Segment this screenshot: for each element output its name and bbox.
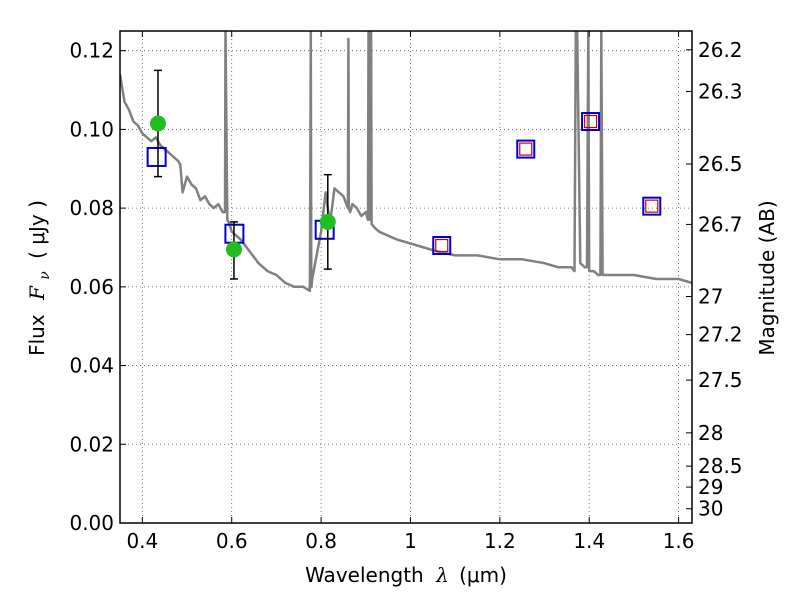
model-point-optical xyxy=(146,146,167,167)
observed-point xyxy=(225,241,242,258)
y2-tick-label: 27 xyxy=(698,285,723,309)
x-tick-label: 1 xyxy=(404,529,417,553)
observed-point xyxy=(149,115,166,132)
model-point-ir-outer xyxy=(642,196,662,216)
x-tick-label: 0.6 xyxy=(216,529,248,553)
observed-point xyxy=(319,213,336,230)
ticks-layer: 0.4 0.6 0.8 1 1.2 1.4 1.6 0.00 0.02 0.04 0.06 0.08 0… xyxy=(69,31,743,553)
y2-tick-label: 26.3 xyxy=(698,79,743,103)
plot-area xyxy=(120,31,692,293)
y2-tick-label: 27.5 xyxy=(698,368,743,392)
x-tick-label: 1.6 xyxy=(663,529,695,553)
x-tick-label: 1.2 xyxy=(484,529,516,553)
model-point-ir-outer xyxy=(581,112,601,132)
model-sed-line xyxy=(120,31,692,293)
y-tick-label: 0.12 xyxy=(69,39,114,63)
y-axis-label-subscript: ν xyxy=(37,271,53,280)
model-point-ir-outer xyxy=(516,139,536,159)
model-point-ir-inner xyxy=(583,114,598,129)
y-tick-label: 0.00 xyxy=(69,511,114,535)
y2-axis-label: Magnitude (AB) xyxy=(755,200,779,355)
y-tick-label: 0.04 xyxy=(69,354,114,378)
y-tick-label: 0.02 xyxy=(69,432,114,456)
y-axis-label-units: ( μJy ) xyxy=(25,200,49,259)
grid-lines xyxy=(120,31,692,523)
model-point-ir-inner xyxy=(645,199,659,213)
y-tick-label: 0.08 xyxy=(69,196,114,220)
y2-tick-label: 26.5 xyxy=(698,152,743,176)
y2-tick-label: 28.5 xyxy=(698,454,743,478)
x-tick-label: 0.4 xyxy=(126,529,158,553)
y-tick-label: 0.10 xyxy=(69,117,114,141)
plot-frame xyxy=(119,30,693,524)
x-tick-label: 1.4 xyxy=(573,529,605,553)
y-axis-label-symbol: F xyxy=(25,285,49,301)
model-point-ir-inner xyxy=(435,238,449,253)
y2-tick-label: 30 xyxy=(698,497,723,521)
y2-tick-label: 28 xyxy=(698,421,723,445)
model-point-ir-inner xyxy=(519,142,533,156)
x-tick-label: 0.8 xyxy=(305,529,337,553)
y2-tick-label: 26.7 xyxy=(698,212,743,236)
y2-tick-label: 29 xyxy=(698,475,723,499)
x-axis-label-symbol: λ xyxy=(435,563,449,587)
y-axis-label-prefix: Flux xyxy=(25,314,49,356)
x-axis-label-units: (μm) xyxy=(459,563,507,587)
markers-layer xyxy=(146,69,662,280)
y-tick-label: 0.06 xyxy=(69,275,114,299)
y2-tick-label: 26.2 xyxy=(698,38,743,62)
model-point-ir-outer xyxy=(432,236,452,256)
x-axis-label: Wavelength λ (μm) xyxy=(305,563,507,587)
y-axis-label: Flux F ν ( μJy ) xyxy=(25,200,54,356)
y2-tick-label: 27.2 xyxy=(698,323,743,347)
x-axis-label-prefix: Wavelength xyxy=(305,563,424,587)
